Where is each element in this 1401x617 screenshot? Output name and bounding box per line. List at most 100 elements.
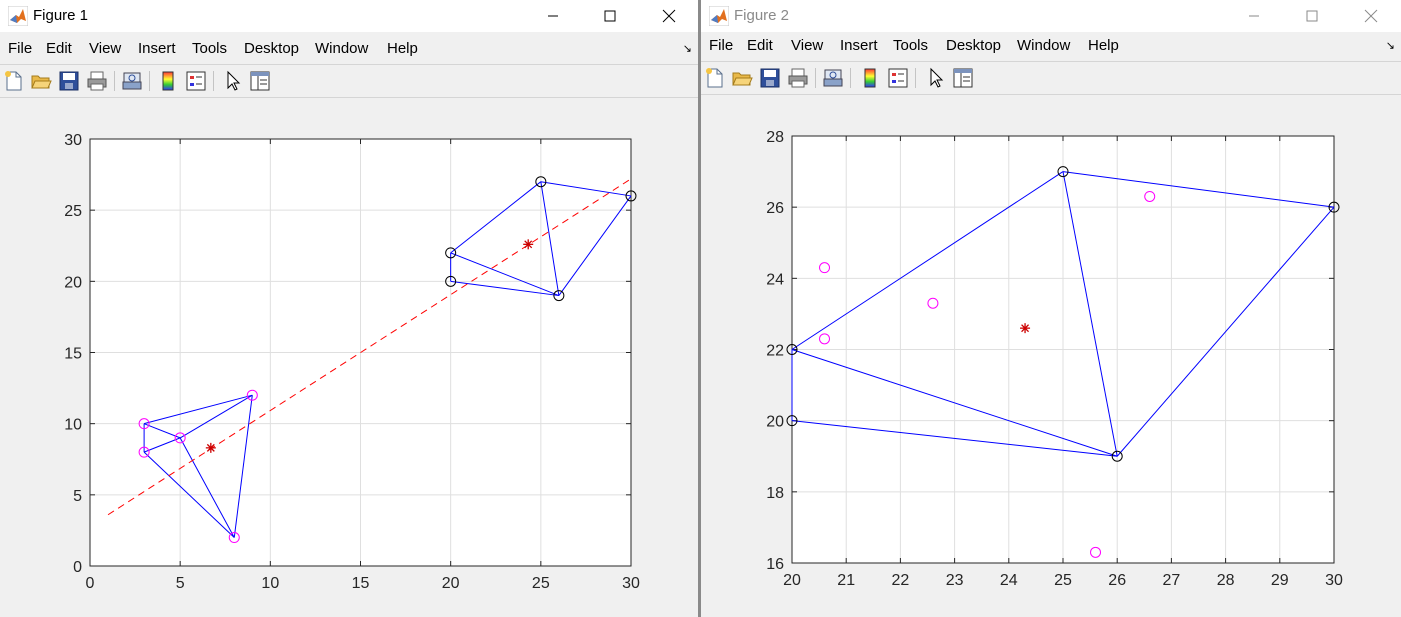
link-plot-icon[interactable] (822, 67, 844, 89)
menu-file[interactable]: File (8, 40, 33, 57)
menu-help[interactable]: Help (387, 40, 418, 57)
axes-frame (89, 138, 632, 567)
menu-view[interactable]: View (791, 37, 824, 54)
toolbar-separator (850, 68, 851, 88)
menu-insert[interactable]: Insert (840, 37, 878, 54)
minimize-button[interactable] (530, 0, 576, 32)
new-figure-icon[interactable] (3, 70, 25, 92)
menu-tools[interactable]: Tools (893, 37, 929, 54)
menu-tools[interactable]: Tools (192, 40, 228, 57)
menu-desktop[interactable]: Desktop (244, 40, 300, 57)
menu-insert[interactable]: Insert (138, 40, 176, 57)
point-marker-black (445, 247, 457, 259)
menu-edit[interactable]: Edit (46, 40, 72, 57)
hull-edge (540, 181, 560, 296)
y-tick-label: 30 (64, 132, 82, 149)
point-marker-black (1328, 201, 1340, 213)
hull-edge (450, 252, 560, 297)
hull-edge (791, 171, 1064, 350)
y-tick-label: 26 (766, 200, 784, 217)
point-marker-black (445, 275, 457, 287)
figure-2-window: Figure 2 File Edit View Insert Tools Des… (701, 0, 1401, 617)
y-tick-label: 20 (766, 414, 784, 431)
close-button[interactable] (646, 0, 692, 32)
star-stroke (1021, 324, 1030, 333)
legend-icon[interactable] (887, 67, 909, 89)
hull-edge (450, 280, 559, 297)
hull-edge (558, 195, 632, 296)
point-marker-magenta (228, 532, 240, 544)
point-marker-magenta (819, 333, 831, 345)
dock-arrow-icon[interactable]: ↘ (682, 43, 692, 55)
minimize-button[interactable] (1231, 0, 1277, 32)
property-inspector-icon[interactable] (249, 70, 271, 92)
open-file-icon[interactable] (30, 70, 52, 92)
figure-2-plot[interactable]: 20 21 22 23 24 25 26 27 28 29 30 16 18 20 22 24 26 28 (701, 97, 1401, 617)
x-tick-label: 28 (1217, 572, 1235, 589)
toolbar-separator (915, 68, 916, 88)
close-icon (662, 9, 676, 23)
maximize-button[interactable] (1289, 0, 1335, 32)
hull-edge (791, 349, 1118, 457)
dock-arrow-icon[interactable]: ↘ (1385, 40, 1395, 52)
save-icon[interactable] (58, 70, 80, 92)
legend-icon[interactable] (185, 70, 207, 92)
menu-window[interactable]: Window (315, 40, 369, 57)
point-marker-black (625, 190, 637, 202)
menu-window[interactable]: Window (1017, 37, 1071, 54)
window-title: Figure 2 (734, 7, 790, 24)
open-file-icon[interactable] (731, 67, 753, 89)
point-marker-magenta (927, 297, 939, 309)
x-tick-label: 24 (1000, 572, 1018, 589)
hull-edge (143, 423, 181, 439)
centroid-star-marker (1020, 323, 1031, 334)
hull-edge (1116, 206, 1335, 457)
y-tick-label: 10 (64, 417, 82, 434)
figure-1-plot[interactable]: 0 5 10 15 20 25 30 0 5 10 15 20 25 30 (0, 97, 698, 617)
hull-edge (1062, 171, 1118, 457)
link-plot-icon[interactable] (121, 70, 143, 92)
menu-bar: File Edit View Insert Tools Desktop Wind… (0, 36, 698, 62)
menu-edit[interactable]: Edit (747, 37, 773, 54)
y-tick-label: 15 (64, 346, 82, 363)
save-icon[interactable] (759, 67, 781, 89)
x-tick-label: 0 (86, 575, 95, 592)
edit-plot-arrow-icon[interactable] (925, 67, 947, 89)
colorbar-icon[interactable] (157, 70, 179, 92)
point-marker-black (553, 290, 565, 302)
point-marker-magenta (819, 262, 831, 274)
matlab-icon (709, 6, 729, 26)
point-marker-black (786, 344, 798, 355)
x-tick-label: 5 (176, 575, 185, 592)
x-tick-label: 21 (837, 572, 855, 589)
y-tick-label: 24 (766, 271, 784, 288)
x-tick-label: 25 (1054, 572, 1072, 589)
x-tick-label: 23 (946, 572, 964, 589)
regression-line (107, 178, 632, 516)
menu-desktop[interactable]: Desktop (946, 37, 1002, 54)
close-button[interactable] (1348, 0, 1394, 32)
menu-file[interactable]: File (709, 37, 734, 54)
point-marker-magenta (246, 389, 258, 401)
new-figure-icon[interactable] (704, 67, 726, 89)
maximize-button[interactable] (587, 0, 633, 32)
print-icon[interactable] (787, 67, 809, 89)
print-icon[interactable] (86, 70, 108, 92)
hull-edge (143, 451, 235, 538)
x-tick-label: 22 (892, 572, 910, 589)
edit-plot-arrow-icon[interactable] (222, 70, 244, 92)
hull-edge (143, 437, 181, 453)
matlab-icon (8, 6, 28, 26)
colorbar-icon[interactable] (859, 67, 881, 89)
property-inspector-icon[interactable] (952, 67, 974, 89)
menu-help[interactable]: Help (1088, 37, 1119, 54)
x-tick-label: 26 (1108, 572, 1126, 589)
centroid-star-marker (523, 239, 534, 250)
figure-toolbar (701, 61, 1401, 95)
y-tick-label: 28 (766, 129, 784, 146)
point-marker-magenta (1144, 190, 1156, 202)
title-bar[interactable]: Figure 2 (701, 0, 1401, 32)
star-stroke (206, 443, 215, 452)
menu-view[interactable]: View (89, 40, 122, 57)
title-bar[interactable]: Figure 1 (0, 0, 698, 32)
